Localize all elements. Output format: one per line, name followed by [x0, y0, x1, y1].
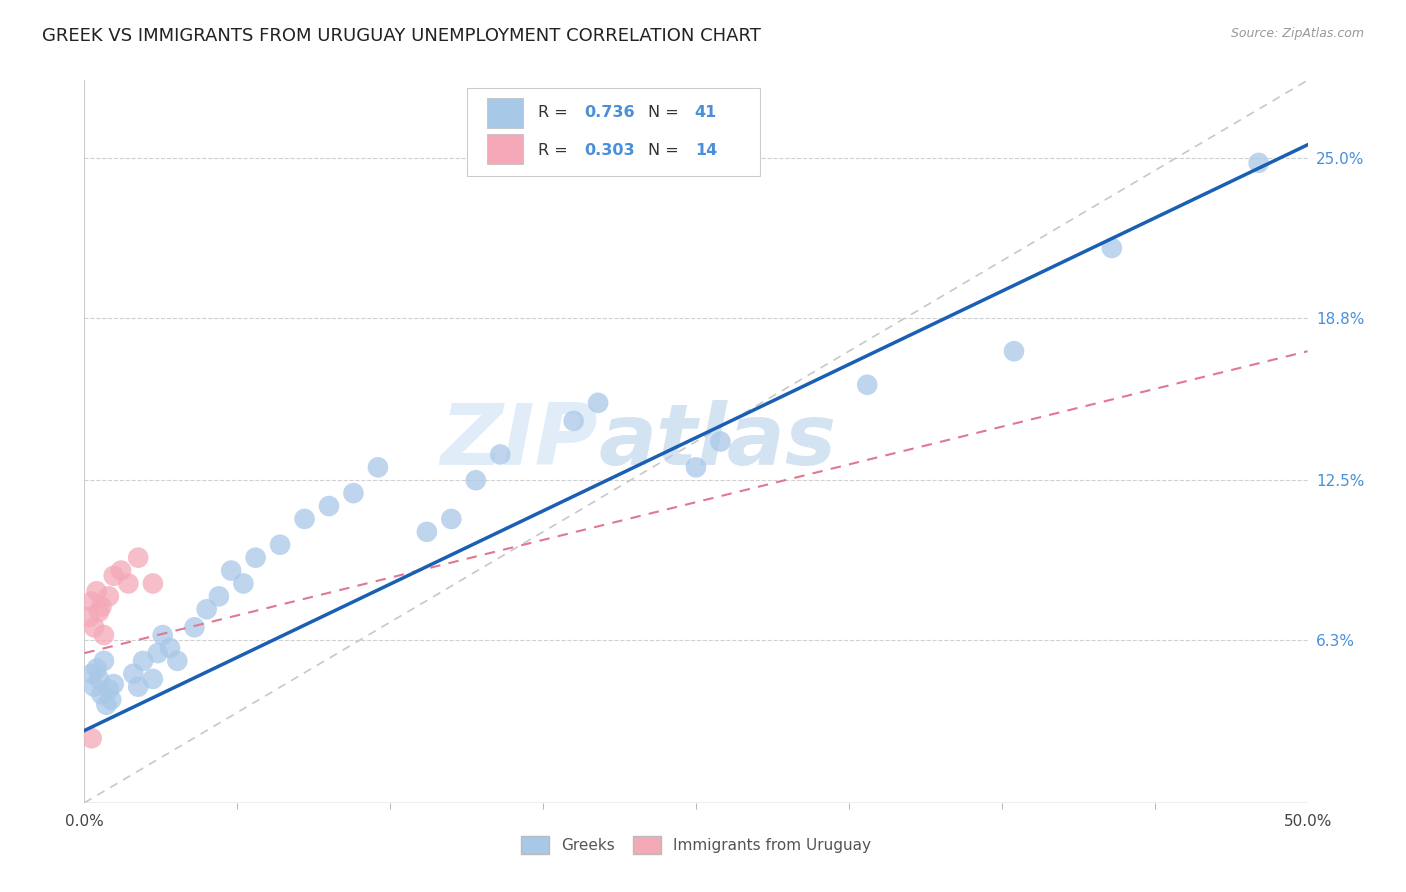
- Point: [77, 610, 100, 624]
- Point: [87, 672, 110, 686]
- Point: [562, 414, 585, 428]
- Point: [96, 698, 118, 712]
- Point: [90, 687, 112, 701]
- Point: [709, 434, 731, 449]
- Point: [416, 524, 439, 539]
- Point: [83, 680, 105, 694]
- Point: [245, 550, 267, 565]
- Text: 0.303: 0.303: [585, 143, 636, 158]
- Point: [367, 460, 389, 475]
- Point: [86, 662, 108, 676]
- Point: [195, 602, 218, 616]
- FancyBboxPatch shape: [486, 97, 523, 128]
- Point: [586, 396, 609, 410]
- Point: [103, 568, 125, 582]
- Point: [97, 590, 120, 604]
- Text: R =: R =: [538, 105, 574, 120]
- Point: [87, 605, 110, 619]
- Point: [183, 620, 205, 634]
- Point: [318, 499, 340, 513]
- Text: atlas: atlas: [598, 400, 837, 483]
- Point: [208, 590, 231, 604]
- FancyBboxPatch shape: [486, 134, 523, 164]
- Point: [294, 512, 316, 526]
- Point: [93, 654, 115, 668]
- Point: [100, 692, 122, 706]
- Legend: Greeks, Immigrants from Uruguay: Greeks, Immigrants from Uruguay: [515, 830, 877, 860]
- Text: Source: ZipAtlas.com: Source: ZipAtlas.com: [1230, 27, 1364, 40]
- Point: [132, 654, 155, 668]
- Text: 0.736: 0.736: [585, 105, 636, 120]
- Point: [464, 473, 486, 487]
- Text: 14: 14: [695, 143, 717, 158]
- Point: [489, 447, 512, 461]
- Point: [127, 680, 149, 694]
- Text: N =: N =: [648, 105, 685, 120]
- Point: [159, 640, 181, 655]
- Point: [142, 576, 165, 591]
- Point: [685, 460, 707, 475]
- Point: [1247, 156, 1270, 170]
- Point: [342, 486, 364, 500]
- Point: [80, 666, 103, 681]
- Text: N =: N =: [648, 143, 685, 158]
- Point: [146, 646, 169, 660]
- Text: R =: R =: [538, 143, 574, 158]
- Point: [86, 584, 108, 599]
- Point: [219, 564, 242, 578]
- FancyBboxPatch shape: [467, 87, 759, 176]
- Text: GREEK VS IMMIGRANTS FROM URUGUAY UNEMPLOYMENT CORRELATION CHART: GREEK VS IMMIGRANTS FROM URUGUAY UNEMPLO…: [42, 27, 761, 45]
- Point: [83, 620, 105, 634]
- Point: [110, 564, 132, 578]
- Point: [103, 677, 125, 691]
- Point: [117, 576, 139, 591]
- Point: [97, 682, 120, 697]
- Point: [142, 672, 165, 686]
- Point: [166, 654, 188, 668]
- Point: [1101, 241, 1123, 255]
- Point: [152, 628, 174, 642]
- Point: [232, 576, 254, 591]
- Point: [93, 628, 115, 642]
- Point: [856, 377, 879, 392]
- Point: [127, 550, 149, 565]
- Point: [440, 512, 463, 526]
- Point: [80, 594, 103, 608]
- Point: [269, 538, 291, 552]
- Point: [1002, 344, 1025, 359]
- Point: [122, 666, 145, 681]
- Text: 41: 41: [695, 105, 717, 120]
- Point: [90, 599, 112, 614]
- Point: [80, 731, 103, 746]
- Text: ZIP: ZIP: [440, 400, 598, 483]
